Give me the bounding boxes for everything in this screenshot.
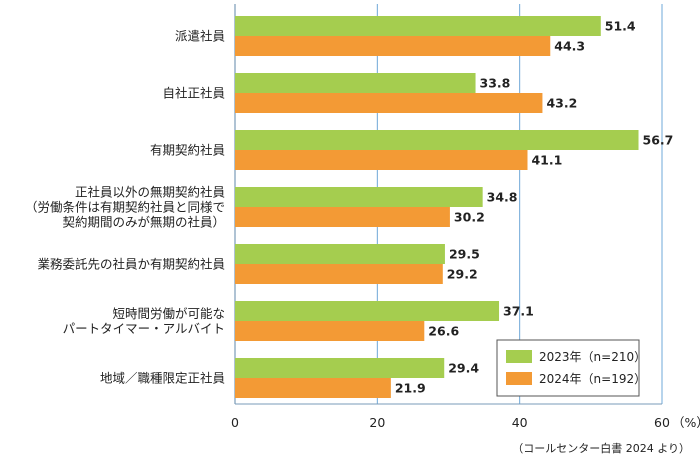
category-label-line: 地域／職種限定正社員: [100, 371, 226, 386]
category-label-1: 自社正社員: [162, 86, 225, 101]
value-label-2023-1: 33.8: [480, 76, 511, 91]
value-label-2024-0: 44.3: [554, 39, 585, 54]
category-label-4: 業務委託先の社員か有期契約社員: [37, 257, 225, 272]
x-axis-unit: （%）: [672, 415, 700, 430]
legend-swatch-2023: [506, 350, 532, 363]
legend: 2023年（n=210） 2024年（n=192）: [496, 339, 646, 397]
value-label-2023-0: 51.4: [605, 19, 636, 34]
source-note: （コールセンター白書 2024 より）: [512, 441, 690, 455]
category-label-line: 短時間労働が可能な: [112, 306, 225, 321]
value-label-2024-4: 29.2: [447, 267, 478, 282]
category-label-line: 派遣社員: [175, 29, 226, 44]
category-label-5: 短時間労働が可能なパートタイマー・アルバイト: [63, 306, 225, 336]
x-tick-label-60: 60: [654, 415, 670, 430]
bar-2024-6: [235, 378, 391, 398]
category-label-line: 契約期間のみが無期の社員）: [62, 215, 225, 230]
bar-2024-5: [235, 321, 425, 341]
value-label-2023-3: 34.8: [487, 190, 518, 205]
category-label-line: （労働条件は有期契約社員と同様で: [25, 200, 225, 215]
bar-2023-5: [235, 301, 500, 321]
value-label-2023-5: 37.1: [503, 304, 534, 319]
x-tick-label-20: 20: [369, 415, 385, 430]
category-label-line: 自社正社員: [162, 86, 225, 101]
legend-swatch-2024: [506, 372, 532, 385]
bar-2024-3: [235, 207, 450, 227]
category-label-0: 派遣社員: [175, 29, 226, 44]
value-label-2023-6: 29.4: [448, 361, 479, 376]
bar-2023-4: [235, 244, 445, 264]
value-label-2024-2: 41.1: [531, 153, 562, 168]
value-label-2024-3: 30.2: [454, 210, 485, 225]
value-label-2023-4: 29.5: [449, 247, 480, 262]
category-label-line: 業務委託先の社員か有期契約社員: [37, 257, 225, 272]
bars: [235, 16, 639, 398]
category-label-line: パートタイマー・アルバイト: [63, 321, 225, 336]
labels: 51.4 44.3 派遣社員 33.8 43.2 自社正社員 56.7 41.1 有期契約社員 3…: [25, 19, 673, 396]
category-label-3: 正社員以外の無期契約社員（労働条件は有期契約社員と同様で契約期間のみが無期の社員…: [25, 185, 226, 230]
bar-2023-0: [235, 16, 601, 36]
bar-2024-0: [235, 36, 551, 56]
bar-2023-2: [235, 130, 639, 150]
bar-2024-2: [235, 150, 528, 170]
legend-label-2023: 2023年（n=210）: [539, 350, 646, 364]
bar-2024-4: [235, 264, 443, 284]
category-label-2: 有期契約社員: [150, 143, 226, 158]
x-tick-label-0: 0: [231, 415, 239, 430]
value-label-2024-5: 26.6: [428, 324, 459, 339]
category-label-line: 正社員以外の無期契約社員: [75, 185, 226, 200]
bar-2023-1: [235, 73, 476, 93]
x-tick-label-40: 40: [512, 415, 528, 430]
legend-box: [496, 339, 640, 397]
bar-2023-6: [235, 358, 445, 378]
value-label-2024-6: 21.9: [395, 381, 426, 396]
category-label-line: 有期契約社員: [150, 143, 226, 158]
bar-2023-3: [235, 187, 483, 207]
value-label-2024-1: 43.2: [546, 96, 577, 111]
bar-2024-1: [235, 93, 543, 113]
x-axis: （%） 0 20 40 60: [231, 415, 700, 430]
legend-label-2024: 2024年（n=192）: [539, 372, 646, 386]
value-label-2023-2: 56.7: [643, 133, 674, 148]
category-label-6: 地域／職種限定正社員: [100, 371, 226, 386]
